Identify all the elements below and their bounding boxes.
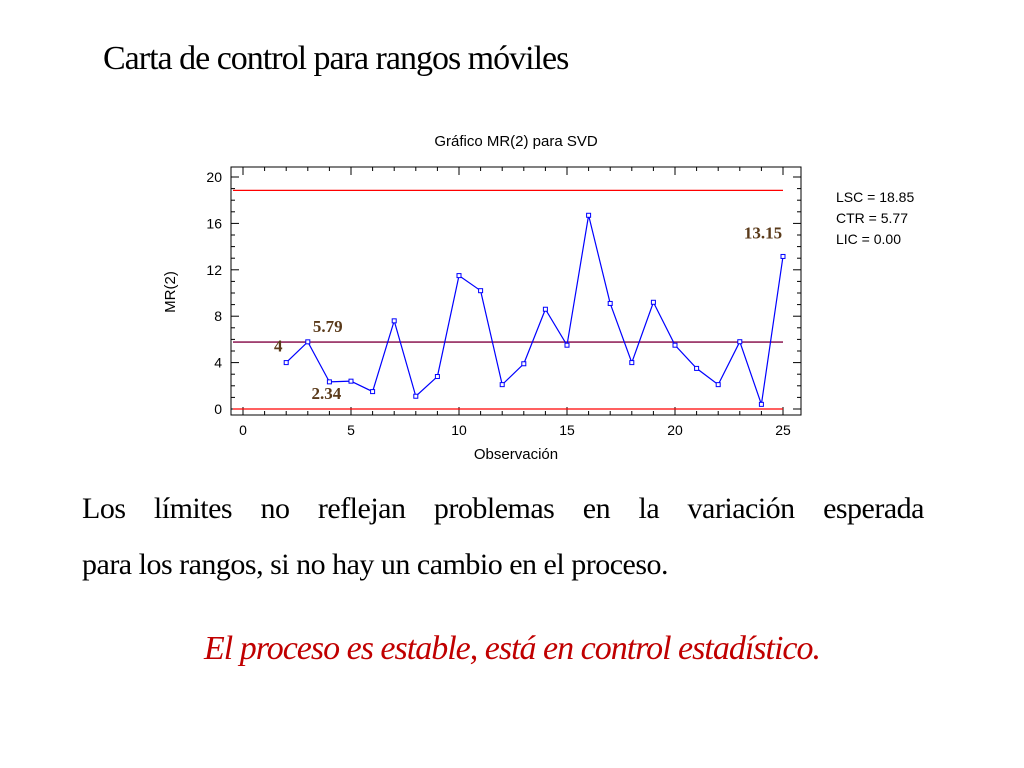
control-lines-layer: [233, 189, 783, 410]
data-label: 13.15: [744, 223, 782, 242]
data-point: [629, 360, 635, 366]
annotations-layer: 4 5.79 2.34 13.15: [274, 223, 782, 402]
legend-entry: LSC = 18.85: [836, 189, 914, 205]
x-tick-label: 0: [239, 422, 247, 438]
control-limits-legend: LSC = 18.85 CTR = 5.77 LIC = 0.00: [836, 189, 914, 247]
x-tick-label: 10: [451, 422, 467, 438]
x-tick-label: 25: [775, 422, 791, 438]
data-label: 2.34: [312, 384, 342, 403]
y-tick-label: 0: [214, 401, 222, 417]
data-point: [326, 379, 332, 385]
data-point: [521, 361, 527, 367]
ticks-layer: 0 4 8 12 16 20 0 5 10 15 20 25: [206, 167, 801, 438]
y-tick-label: 8: [214, 308, 222, 324]
data-point: [391, 318, 397, 324]
x-tick-label: 20: [667, 422, 683, 438]
data-point: [586, 212, 592, 218]
y-tick-label: 4: [214, 355, 222, 371]
data-label: 4: [274, 337, 283, 356]
data-point: [607, 300, 613, 306]
x-tick-label: 15: [559, 422, 575, 438]
data-point: [758, 401, 764, 407]
data-point: [650, 299, 656, 305]
data-point: [305, 339, 311, 345]
y-tick-label: 12: [206, 262, 222, 278]
body-text-line-2: para los rangos, si no hay un cambio en …: [82, 548, 669, 581]
data-point: [478, 288, 484, 294]
data-point: [694, 365, 700, 371]
legend-entry: CTR = 5.77: [836, 210, 908, 226]
plot-frame: [230, 166, 802, 416]
control-chart: Gráfico MR(2) para SVD 0 4 8 12 16 20 0 5 10 15 20…: [162, 133, 914, 463]
data-point: [283, 360, 289, 366]
data-point: [413, 393, 419, 399]
series-layer: [283, 212, 786, 407]
data-point: [370, 389, 376, 395]
data-point: [434, 374, 440, 380]
data-point: [564, 342, 570, 348]
x-tick-label: 5: [347, 422, 355, 438]
slide-title: Carta de control para rangos móviles: [103, 40, 569, 77]
body-text-line-1: Los límites no reflejan problemas en la …: [82, 492, 925, 525]
data-point: [715, 382, 721, 388]
legend-entry: LIC = 0.00: [836, 231, 901, 247]
data-point: [456, 273, 462, 279]
data-point: [672, 342, 678, 348]
conclusion-text: El proceso es estable, está en control e…: [204, 630, 821, 667]
y-tick-label: 16: [206, 215, 222, 231]
chart-title: Gráfico MR(2) para SVD: [434, 133, 598, 150]
data-point: [499, 382, 505, 388]
data-point: [348, 378, 354, 384]
data-point: [737, 339, 743, 345]
x-axis-label: Observación: [474, 446, 558, 463]
series-line: [285, 215, 784, 405]
data-label: 5.79: [313, 317, 343, 336]
y-tick-label: 20: [206, 169, 222, 185]
data-point: [780, 253, 786, 259]
data-point: [542, 306, 548, 312]
y-axis-label: MR(2): [162, 271, 179, 313]
